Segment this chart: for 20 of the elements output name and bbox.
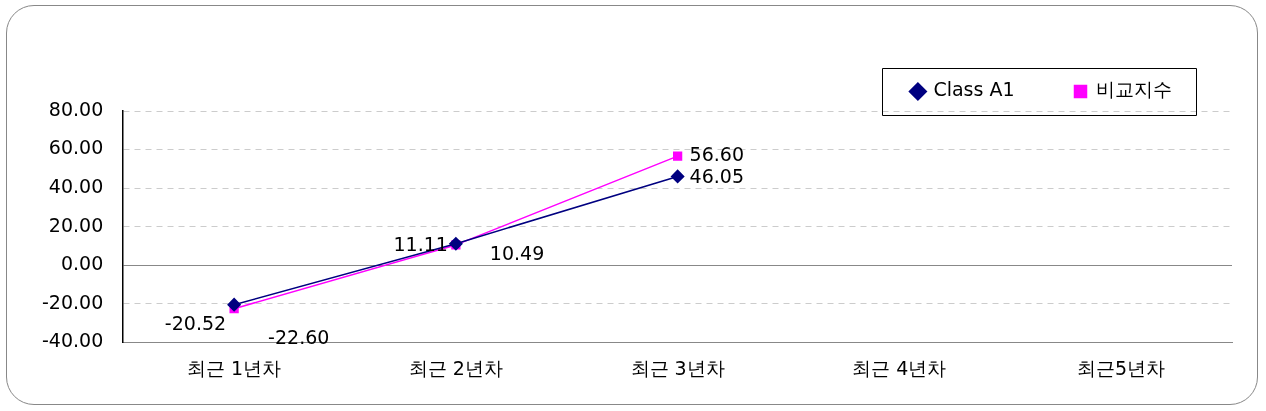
- data-label: 11.11: [393, 232, 448, 255]
- data-label: 46.05: [689, 165, 745, 188]
- y-tick-label: -20.00: [42, 290, 104, 313]
- y-tick-label: 60.00: [48, 136, 104, 159]
- y-tick-label: 0.00: [60, 252, 104, 275]
- y-tick-label: 40.00: [48, 175, 104, 197]
- y-tick-label: -40.00: [42, 329, 104, 352]
- data-label: 56.60: [689, 143, 745, 166]
- x-tick-label: 최근 4년차: [852, 356, 947, 379]
- y-tick-label: 20.00: [48, 213, 104, 236]
- y-tick-label: 80.00: [48, 97, 104, 120]
- data-label: -20.52: [164, 311, 227, 334]
- x-tick-label: 최근 3년차: [630, 356, 725, 379]
- x-tick-label: 최근5년차: [1077, 356, 1166, 379]
- data-label: -22.60: [268, 325, 330, 348]
- x-tick-label: 최근 2년차: [408, 356, 503, 379]
- x-tick-label: 최근 1년차: [187, 356, 282, 379]
- legend-label: 비교지수: [1096, 78, 1172, 101]
- data-label: 10.49: [489, 241, 545, 264]
- legend-label: Class A1: [933, 78, 1015, 101]
